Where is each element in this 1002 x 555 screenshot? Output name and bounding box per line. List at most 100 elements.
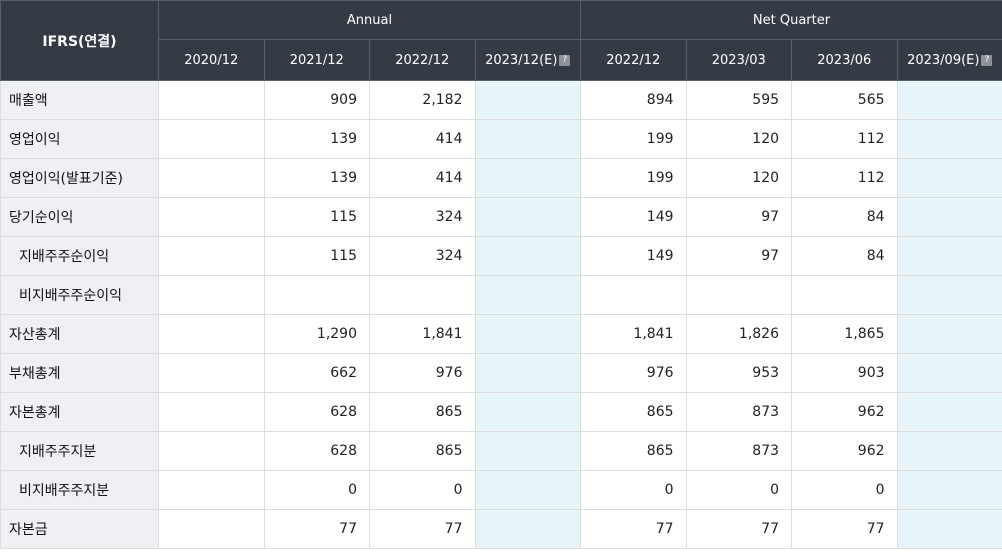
value-cell: 199	[580, 119, 687, 159]
value-cell	[158, 392, 265, 432]
value-cell: 84	[791, 236, 898, 276]
value-cell: 0	[791, 470, 898, 510]
value-cell: 77	[369, 509, 476, 549]
value-cell: 112	[791, 119, 898, 159]
table-row: 부채총계 662 976 976 953 903	[0, 353, 1002, 393]
value-cell	[896, 392, 1002, 432]
row-label: 지배주주지분	[0, 431, 159, 471]
period-header: 2023/09(E)?	[896, 39, 1002, 81]
value-cell: 962	[791, 431, 898, 471]
table-row: 비지배주주지분 0 0 0 0 0	[0, 470, 1002, 510]
period-header: 2023/12(E)?	[474, 39, 582, 81]
value-cell	[474, 392, 582, 432]
value-cell: 199	[580, 158, 687, 198]
value-cell	[474, 509, 582, 549]
value-cell	[474, 80, 582, 120]
table-row: 자본총계 628 865 865 873 962	[0, 392, 1002, 432]
value-cell	[474, 197, 582, 237]
value-cell	[158, 275, 265, 315]
row-label: 자본금	[0, 509, 159, 549]
value-cell: 77	[791, 509, 898, 549]
value-cell: 0	[580, 470, 687, 510]
value-cell: 414	[369, 158, 476, 198]
value-cell: 628	[263, 392, 370, 432]
value-cell	[791, 275, 898, 315]
table-row: 영업이익 139 414 199 120 112	[0, 119, 1002, 159]
row-label: 매출액	[0, 80, 159, 120]
period-label: 2022/12	[395, 52, 450, 68]
row-label: 영업이익	[0, 119, 159, 159]
value-cell	[158, 431, 265, 471]
net-quarter-group-header: Net Quarter	[580, 0, 1002, 40]
value-cell	[896, 431, 1002, 471]
value-cell	[263, 275, 370, 315]
value-cell: 865	[369, 431, 476, 471]
value-cell: 976	[580, 353, 687, 393]
table-row: 자산총계 1,290 1,841 1,841 1,826 1,865	[0, 314, 1002, 354]
value-cell	[896, 470, 1002, 510]
value-cell	[158, 80, 265, 120]
value-cell	[896, 119, 1002, 159]
value-cell	[474, 431, 582, 471]
table-row: 자본금 77 77 77 77 77	[0, 509, 1002, 549]
value-cell	[369, 275, 476, 315]
value-cell: 149	[580, 197, 687, 237]
value-cell: 865	[580, 431, 687, 471]
help-icon[interactable]: ?	[981, 54, 993, 66]
value-cell	[158, 158, 265, 198]
value-cell: 324	[369, 197, 476, 237]
value-cell	[158, 197, 265, 237]
period-header: 2020/12	[158, 39, 265, 81]
value-cell	[158, 314, 265, 354]
period-header: 2023/06	[791, 39, 898, 81]
value-cell: 139	[263, 158, 370, 198]
value-cell: 324	[369, 236, 476, 276]
value-cell	[896, 158, 1002, 198]
period-label: 2023/12(E)	[485, 52, 558, 68]
help-icon[interactable]: ?	[559, 54, 571, 66]
period-label: 2020/12	[184, 52, 239, 68]
table-row: 영업이익(발표기준) 139 414 199 120 112	[0, 158, 1002, 198]
period-header: 2023/03	[685, 39, 793, 81]
value-cell: 865	[580, 392, 687, 432]
period-label: 2023/09(E)	[907, 52, 980, 68]
value-cell	[474, 119, 582, 159]
value-cell	[158, 236, 265, 276]
table-row: 지배주주순이익 115 324 149 97 84	[0, 236, 1002, 276]
annual-group-header: Annual	[157, 0, 582, 40]
value-cell	[474, 275, 582, 315]
value-cell	[580, 275, 687, 315]
value-cell: 873	[685, 392, 793, 432]
accounting-standard-header: IFRS(연결)	[0, 0, 159, 81]
value-cell	[158, 119, 265, 159]
value-cell: 628	[263, 431, 370, 471]
value-cell: 120	[685, 158, 793, 198]
value-cell	[474, 158, 582, 198]
table-row: 당기순이익 115 324 149 97 84	[0, 197, 1002, 237]
value-cell	[896, 353, 1002, 393]
value-cell	[896, 197, 1002, 237]
value-cell: 865	[369, 392, 476, 432]
value-cell: 595	[685, 80, 793, 120]
value-cell: 115	[263, 197, 370, 237]
value-cell	[474, 236, 582, 276]
value-cell: 77	[685, 509, 793, 549]
value-cell: 97	[685, 236, 793, 276]
value-cell	[158, 470, 265, 510]
value-cell	[896, 275, 1002, 315]
value-cell	[896, 236, 1002, 276]
value-cell: 1,826	[685, 314, 793, 354]
period-header: 2022/12	[580, 39, 687, 81]
value-cell	[896, 80, 1002, 120]
row-label: 비지배주주순이익	[0, 275, 159, 315]
value-cell: 565	[791, 80, 898, 120]
value-cell: 149	[580, 236, 687, 276]
period-header: 2021/12	[263, 39, 370, 81]
value-cell	[158, 353, 265, 393]
value-cell: 77	[263, 509, 370, 549]
value-cell: 909	[263, 80, 370, 120]
row-label: 자산총계	[0, 314, 159, 354]
row-label: 부채총계	[0, 353, 159, 393]
value-cell	[474, 470, 582, 510]
value-cell: 662	[263, 353, 370, 393]
